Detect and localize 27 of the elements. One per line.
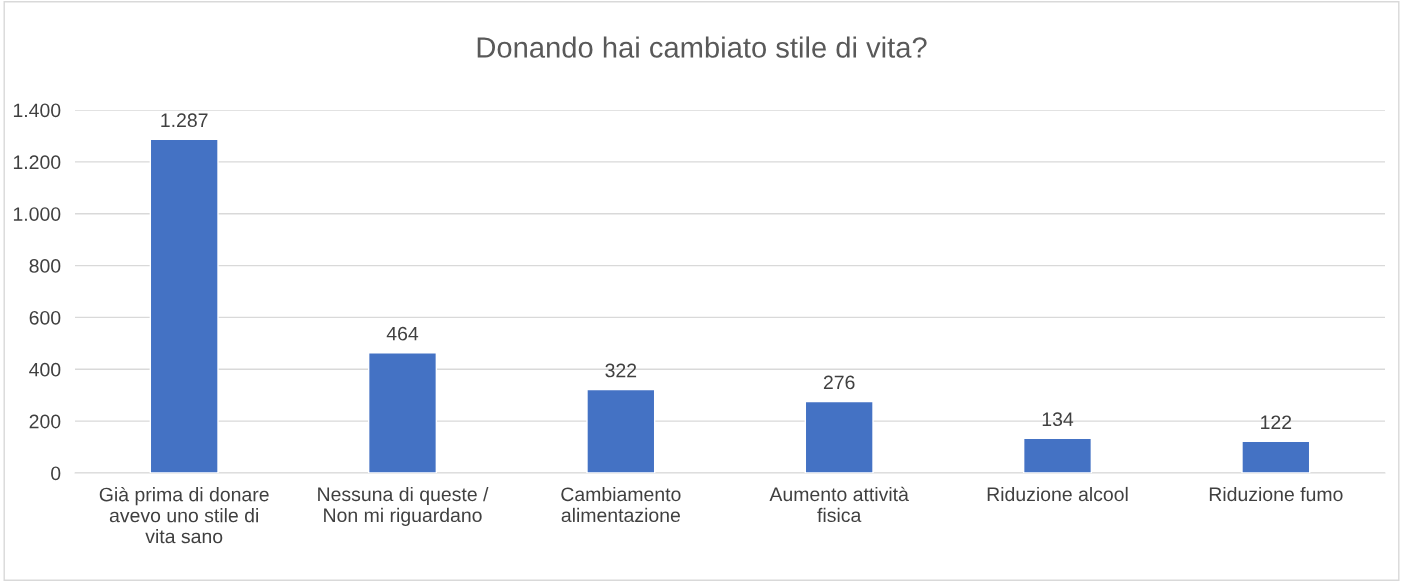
x-tick-label: Riduzione alcool: [987, 486, 1128, 502]
x-tick-label: Riduzione fumo: [1209, 486, 1343, 502]
x-tick-label: Nessuna di queste / Non mi riguardano: [318, 486, 489, 526]
data-label: 134: [1042, 412, 1074, 427]
y-tick-label: 400: [29, 362, 61, 377]
data-label: 464: [386, 326, 419, 341]
y-tick-label: 1.000: [13, 207, 61, 221]
y-tick-label: 600: [29, 310, 61, 325]
bar: [1241, 440, 1311, 473]
chart-title: Donando hai cambiato stile di vita?: [477, 36, 927, 58]
bar: [367, 351, 438, 473]
bar: [149, 138, 219, 473]
y-tick-label: 1.400: [13, 103, 61, 118]
x-tick-label: Aumento attività fisica: [769, 486, 909, 523]
data-label: 322: [605, 363, 637, 378]
data-label: 276: [823, 375, 855, 390]
data-label: 122: [1261, 415, 1292, 429]
bar: [804, 400, 874, 473]
x-tick-label: Già prima di donare avevo uno stile di vita sano: [99, 486, 269, 544]
y-tick-label: 800: [29, 259, 61, 273]
y-tick-label: 0: [51, 466, 61, 481]
data-label: 1.287: [161, 113, 208, 128]
y-tick-label: 200: [29, 414, 61, 429]
x-tick-label: Cambiamento alimentazione: [561, 486, 681, 523]
bar: [1022, 437, 1093, 473]
bar: [586, 388, 656, 473]
y-tick-label: 1.200: [13, 155, 61, 170]
